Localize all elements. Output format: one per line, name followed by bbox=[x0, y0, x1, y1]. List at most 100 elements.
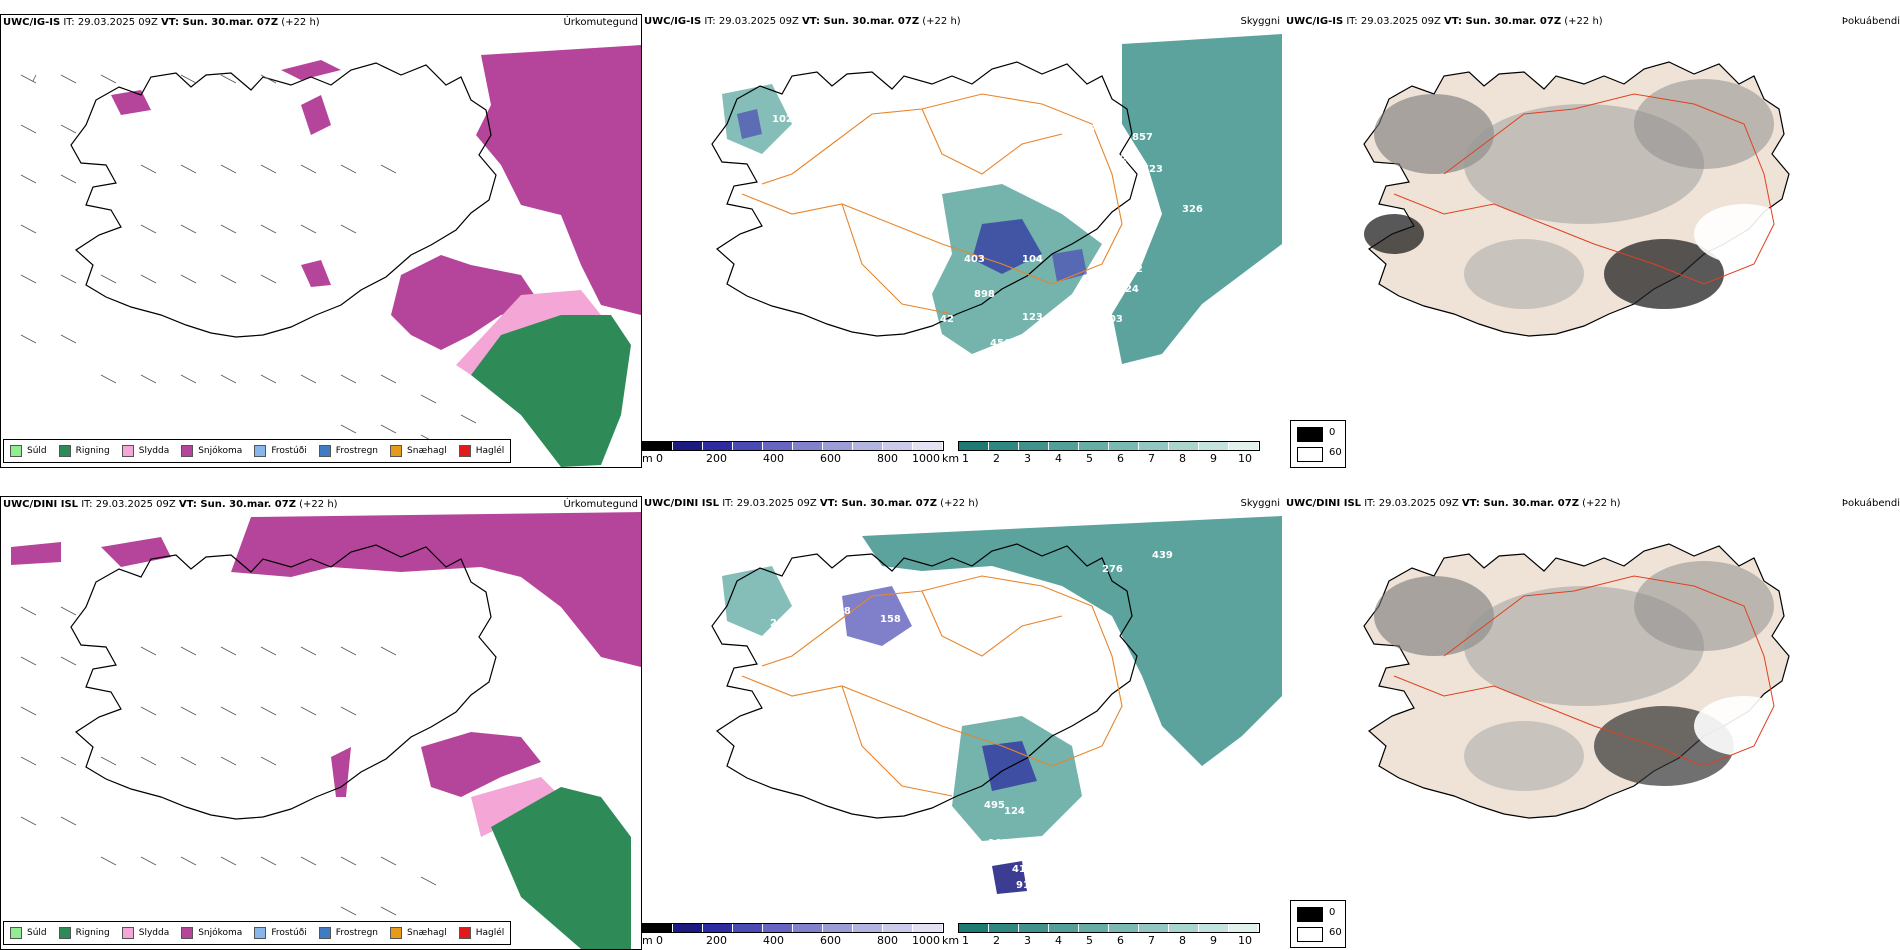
colorbar-km-tick: 5 bbox=[1086, 934, 1093, 947]
valid-time-label: VT: bbox=[802, 16, 821, 27]
colorbar-m-tick: 1000 bbox=[912, 452, 940, 465]
visibility-value-label: 356 bbox=[1074, 124, 1095, 135]
colorbar-km-tick: 1 bbox=[962, 452, 969, 465]
visibility-value-label: 133 bbox=[888, 694, 909, 705]
init-time: IT: 29.03.2025 09Z bbox=[1343, 16, 1445, 27]
visibility-km-colorbar: km 1 2 3 4 5 6 7 8 9 10 bbox=[942, 923, 1262, 949]
legend-item-rain: Rigning bbox=[58, 445, 110, 457]
visibility-value-label: 78 bbox=[1024, 850, 1038, 861]
swatch-freezing-drizzle bbox=[254, 927, 267, 939]
visibility-value-label: 324 bbox=[1118, 284, 1139, 295]
colorbar-km-tick: 9 bbox=[1210, 452, 1217, 465]
road-network bbox=[741, 93, 1123, 315]
colorbar-m-tick: 400 bbox=[763, 452, 784, 465]
valid-time: Sun. 30.mar. 07Z bbox=[1462, 16, 1562, 27]
model-name: UWC/DINI ISL bbox=[3, 499, 79, 510]
fog-legend-light-label: 60 bbox=[1329, 927, 1342, 938]
init-time: IT: 29.03.2025 09Z bbox=[719, 498, 820, 509]
colorbar-m-bar bbox=[642, 441, 944, 451]
legend-item-sleet: Slydda bbox=[121, 927, 169, 939]
colorbar-m-unit: m bbox=[642, 452, 653, 465]
panel-title: Úrkomutegund bbox=[563, 17, 638, 28]
wind-barbs bbox=[20, 606, 437, 916]
visibility-value-label: 102 bbox=[772, 114, 793, 125]
valid-time: Sun. 30.mar. 07Z bbox=[820, 16, 920, 27]
visibility-value-label: 26 bbox=[760, 76, 774, 87]
visibility-value-label: 123 bbox=[1022, 312, 1043, 323]
colorbar-m-unit: m bbox=[642, 934, 653, 947]
fog-legend-light-label: 60 bbox=[1329, 447, 1342, 458]
panel-header: UWC/IG-IS IT: 29.03.2025 09Z VT: Sun. 30… bbox=[1286, 16, 1603, 27]
colorbar-m-tick: 0 bbox=[656, 934, 663, 947]
lead-time: (+22 h) bbox=[1561, 16, 1603, 27]
legend-item-snow: Snjókoma bbox=[181, 445, 242, 457]
colorbar-m-tick: 200 bbox=[706, 934, 727, 947]
visibility-value-label: 98 bbox=[948, 604, 962, 615]
swatch-freezing-drizzle bbox=[254, 445, 267, 457]
fog-map-top: UWC/IG-IS IT: 29.03.2025 09Z VT: Sun. 30… bbox=[1284, 14, 1900, 468]
visibility-value-label: 565 bbox=[1052, 184, 1073, 195]
visibility-m-colorbar: m 0 200 400 600 800 1000 bbox=[642, 923, 962, 949]
fog-map-bottom: UWC/DINI ISL IT: 29.03.2025 09Z VT: Sun.… bbox=[1284, 496, 1900, 950]
swatch-hail bbox=[458, 445, 471, 457]
visibility-value-label: 42 bbox=[940, 314, 954, 325]
visibility-value-label: 449 bbox=[1034, 322, 1055, 333]
init-time: IT: 29.03.2025 09Z bbox=[701, 16, 803, 27]
panel-title: Úrkomutegund bbox=[563, 499, 638, 510]
fog-legend: 0 60 bbox=[1290, 420, 1346, 468]
fog-shading bbox=[1364, 79, 1794, 309]
model-name: UWC/IG-IS bbox=[1286, 16, 1344, 27]
visibility-value-label: 439 bbox=[1152, 550, 1173, 561]
colorbar-km-tick: 6 bbox=[1117, 934, 1124, 947]
visibility-value-label: 128 bbox=[1062, 820, 1083, 831]
precip-type-map-bottom: UWC/DINI ISL IT: 29.03.2025 09Z VT: Sun.… bbox=[0, 496, 642, 950]
rain-area bbox=[491, 787, 631, 949]
lead-time: (+22 h) bbox=[936, 498, 979, 509]
low-visibility-area bbox=[722, 34, 1282, 364]
visibility-value-label: 326 bbox=[1182, 204, 1203, 215]
visibility-value-label: 75 bbox=[1070, 314, 1084, 325]
panel-title: Þokuábendi bbox=[1841, 16, 1900, 27]
fog-legend: 0 60 bbox=[1290, 900, 1346, 948]
precip-map-canvas bbox=[11, 512, 641, 949]
valid-time-label: VT: bbox=[161, 17, 180, 28]
colorbar-km-tick: 2 bbox=[993, 934, 1000, 947]
visibility-map-bottom: UWC/DINI ISL IT: 29.03.2025 09Z VT: Sun.… bbox=[642, 496, 1282, 950]
visibility-value-label: 124 bbox=[1004, 806, 1025, 817]
colorbar-m-tick: 600 bbox=[820, 934, 841, 947]
visibility-value-label: 53 bbox=[794, 76, 808, 87]
sleet-area bbox=[471, 777, 561, 837]
colorbar-m-tick: 600 bbox=[820, 452, 841, 465]
legend-item-drizzle: Súld bbox=[10, 927, 47, 939]
panel-header: UWC/DINI ISL IT: 29.03.2025 09Z VT: Sun.… bbox=[1286, 498, 1621, 509]
swatch-drizzle bbox=[10, 445, 22, 457]
visibility-value-label: 178 bbox=[966, 356, 987, 367]
swatch-freezing-rain bbox=[318, 445, 331, 457]
colorbar-km-tick: 4 bbox=[1055, 934, 1062, 947]
road-network bbox=[1393, 93, 1775, 285]
fog-map-canvas bbox=[1363, 543, 1794, 819]
colorbar-m-tick: 800 bbox=[877, 452, 898, 465]
precip-type-map-top: UWC/IG-IS IT: 29.03.2025 09Z VT: Sun. 30… bbox=[0, 14, 642, 468]
precip-type-legend: Súld Rigning Slydda Snjókoma Frostúði Fr… bbox=[3, 921, 512, 945]
visibility-value-label: 91 bbox=[1016, 880, 1030, 891]
road-network bbox=[1393, 575, 1775, 767]
visibility-value-label: 403 bbox=[964, 254, 985, 265]
colorbar-km-tick: 2 bbox=[993, 452, 1000, 465]
lead-time: (+22 h) bbox=[278, 17, 320, 28]
colorbar-m-tick: 200 bbox=[706, 452, 727, 465]
fog-legend-light-swatch bbox=[1297, 447, 1323, 462]
fog-legend-dark-label: 0 bbox=[1329, 427, 1336, 438]
colorbar-km-tick: 8 bbox=[1179, 452, 1186, 465]
swatch-hail bbox=[458, 927, 471, 939]
legend-item-freezing-drizzle: Frostúði bbox=[254, 445, 307, 457]
visibility-value-label: 96 bbox=[942, 644, 956, 655]
visibility-value-label: 188 bbox=[830, 606, 851, 617]
visibility-map-top: UWC/IG-IS IT: 29.03.2025 09Z VT: Sun. 30… bbox=[642, 14, 1282, 468]
model-name: UWC/DINI ISL bbox=[644, 498, 720, 509]
panel-title: Skyggni bbox=[1240, 498, 1280, 509]
